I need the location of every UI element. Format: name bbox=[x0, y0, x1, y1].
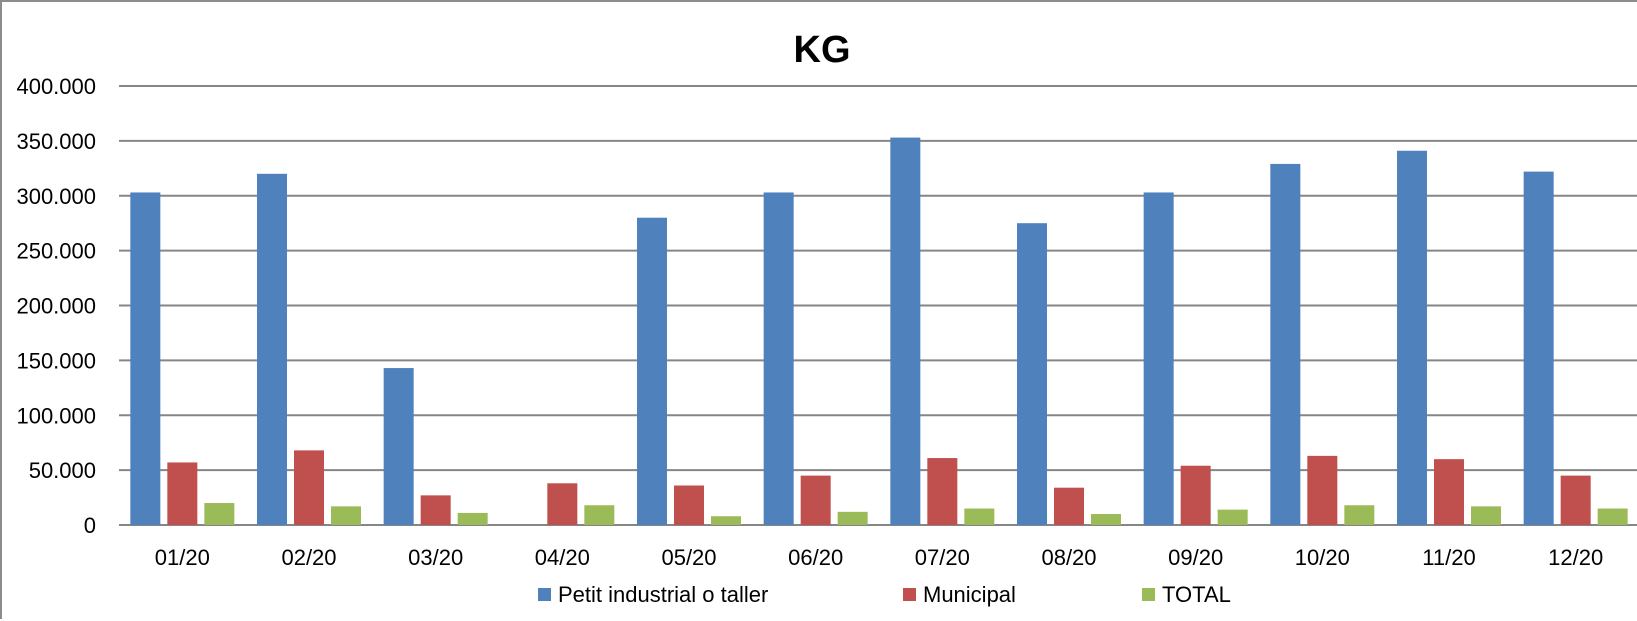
bar-total bbox=[964, 508, 995, 525]
bar-municipal bbox=[547, 483, 578, 525]
bar-municipal bbox=[1054, 487, 1084, 525]
y-axis-tick-labels: 0 50.000 100.000 150.000 200.000 250.000 300.0… bbox=[16, 74, 96, 538]
x-tick-label: 07/20 bbox=[915, 545, 970, 570]
bar-municipal bbox=[167, 462, 198, 525]
bar-municipal bbox=[927, 458, 958, 525]
y-tick-label: 0 bbox=[84, 513, 96, 538]
x-tick-label: 11/20 bbox=[1422, 545, 1475, 570]
bar-total bbox=[711, 516, 741, 525]
y-tick-label: 250.000 bbox=[16, 239, 96, 264]
x-tick-label: 01/20 bbox=[155, 545, 210, 570]
bar-total bbox=[584, 505, 615, 525]
legend-swatch bbox=[903, 588, 916, 601]
bar-municipal bbox=[800, 475, 831, 525]
y-tick-label: 150.000 bbox=[16, 348, 96, 373]
legend-label: TOTAL bbox=[1162, 582, 1231, 607]
bar-total bbox=[837, 511, 868, 525]
bar-petit-industrial-o-taller bbox=[1270, 163, 1301, 526]
bar-petit-industrial-o-taller bbox=[1017, 223, 1047, 525]
y-tick-label: 100.000 bbox=[16, 403, 96, 428]
bar-total bbox=[457, 512, 488, 525]
x-tick-label: 08/20 bbox=[1041, 545, 1096, 570]
x-tick-label: 03/20 bbox=[408, 545, 463, 570]
bar-municipal bbox=[1180, 465, 1211, 525]
bar-total bbox=[1344, 505, 1375, 525]
bar-total bbox=[1597, 508, 1628, 525]
y-tick-label: 350.000 bbox=[16, 129, 96, 154]
x-tick-label: 06/20 bbox=[788, 545, 843, 570]
bar-total bbox=[331, 506, 361, 525]
x-tick-label: 10/20 bbox=[1295, 545, 1350, 570]
legend-swatch bbox=[1142, 588, 1155, 601]
bar-municipal bbox=[420, 495, 451, 525]
y-tick-label: 50.000 bbox=[29, 458, 96, 483]
x-tick-label: 02/20 bbox=[281, 545, 336, 570]
bar-petit-industrial-o-taller bbox=[383, 368, 414, 525]
x-tick-label: 09/20 bbox=[1168, 545, 1223, 570]
y-tick-label: 200.000 bbox=[16, 294, 96, 319]
bar-total bbox=[1217, 509, 1248, 525]
legend-swatch bbox=[538, 588, 551, 601]
y-tick-label: 400.000 bbox=[16, 74, 96, 99]
gridlines bbox=[119, 85, 1637, 526]
x-axis-tick-labels: 01/20 02/20 03/20 04/20 05/20 06/20 07/20 08/20… bbox=[155, 545, 1603, 570]
bar-municipal bbox=[674, 485, 704, 525]
bar-petit-industrial-o-taller bbox=[763, 192, 794, 525]
bar-municipal bbox=[294, 450, 324, 525]
y-tick-label: 300.000 bbox=[16, 184, 96, 209]
bar-petit-industrial-o-taller bbox=[890, 137, 921, 525]
bar-municipal bbox=[1434, 459, 1464, 525]
bar-total bbox=[204, 503, 235, 525]
bar-municipal bbox=[1307, 455, 1338, 525]
bar-municipal bbox=[1560, 475, 1591, 525]
bar-petit-industrial-o-taller bbox=[1523, 171, 1554, 526]
chart-title: KG bbox=[794, 29, 851, 71]
bar-total bbox=[1471, 506, 1501, 525]
legend-label: Petit industrial o taller bbox=[558, 582, 768, 607]
bars bbox=[130, 137, 1628, 526]
x-tick-label: 12/20 bbox=[1548, 545, 1603, 570]
x-tick-label: 05/20 bbox=[661, 545, 716, 570]
bar-petit-industrial-o-taller bbox=[1143, 192, 1174, 525]
bar-petit-industrial-o-taller bbox=[130, 192, 161, 525]
bar-petit-industrial-o-taller bbox=[257, 173, 287, 526]
bar-total bbox=[1091, 514, 1121, 525]
bar-petit-industrial-o-taller bbox=[1397, 150, 1427, 525]
legend: Petit industrial o taller Municipal TOTAL bbox=[538, 582, 1231, 607]
bar-petit-industrial-o-taller bbox=[637, 217, 667, 525]
x-tick-label: 04/20 bbox=[535, 545, 590, 570]
legend-label: Municipal bbox=[923, 582, 1016, 607]
